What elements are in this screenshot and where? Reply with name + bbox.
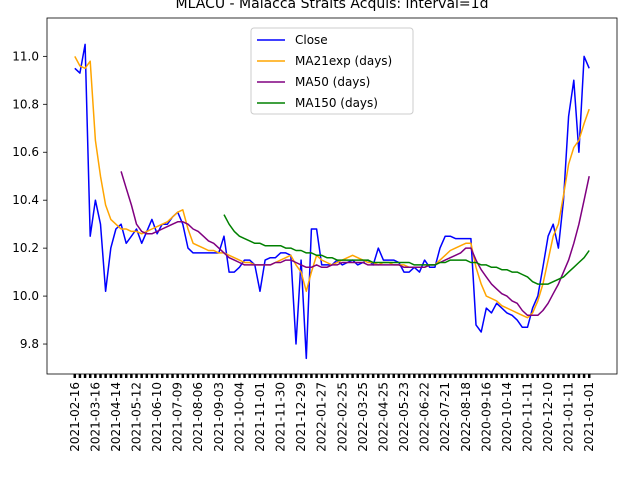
y-tick-label: 10.2 bbox=[12, 241, 39, 255]
y-tick-label: 9.8 bbox=[20, 337, 39, 351]
plot-frame bbox=[46, 17, 618, 375]
y-tick-label: 10.8 bbox=[12, 97, 39, 111]
y-tick-label: 11.0 bbox=[12, 49, 39, 63]
series-line bbox=[223, 214, 590, 285]
x-tick-label: 2021-08-06 bbox=[191, 382, 205, 452]
chart-title: MLACU - Malacca Straits Acquis: interval… bbox=[176, 0, 489, 12]
x-tick-label: 2022-01-27 bbox=[315, 382, 329, 452]
x-tick-label: 2021-06-10 bbox=[150, 382, 164, 452]
y-tick-label: 10.0 bbox=[12, 289, 39, 303]
x-tick-label: 2021-10-04 bbox=[232, 382, 246, 452]
legend-box bbox=[250, 27, 414, 115]
x-tick-label: 2021-11-01 bbox=[253, 382, 267, 452]
x-tick-label: 2022-07-21 bbox=[438, 382, 452, 452]
x-tick-label: 2021-12-29 bbox=[294, 382, 308, 452]
x-tick-label: 2021-11-30 bbox=[274, 382, 288, 452]
x-tick-label: 2021-07-09 bbox=[171, 382, 185, 452]
x-tick-label: 2022-04-25 bbox=[376, 382, 390, 452]
x-tick-label: 2021-01-11 bbox=[562, 382, 576, 452]
legend-label: MA50 (days) bbox=[295, 75, 370, 89]
x-tick-label: 2020-11-11 bbox=[520, 382, 534, 452]
x-tick-label: 2022-02-25 bbox=[335, 382, 349, 452]
x-tick-label: 2021-01-01 bbox=[582, 382, 596, 452]
x-tick-label: 2021-03-16 bbox=[88, 382, 102, 452]
x-tick-label: 2021-02-16 bbox=[68, 382, 82, 452]
y-tick-label: 10.6 bbox=[12, 145, 39, 159]
x-tick-label: 2022-05-23 bbox=[397, 382, 411, 452]
y-tick-label: 10.4 bbox=[12, 193, 39, 207]
legend-label: MA21exp (days) bbox=[295, 54, 392, 68]
legend: Close MA21exp (days) MA50 (days) MA150 (day… bbox=[250, 27, 414, 115]
series-line bbox=[120, 171, 590, 317]
x-tick-label: 2022-06-22 bbox=[418, 382, 432, 452]
legend-label: MA150 (days) bbox=[295, 96, 378, 110]
x-tick-label: 2020-09-16 bbox=[479, 382, 493, 452]
x-tick-label: 2020-10-14 bbox=[500, 382, 514, 452]
x-tick-label: 2022-03-25 bbox=[356, 382, 370, 452]
x-tick-label: 2021-04-14 bbox=[109, 382, 123, 452]
x-tick-label: 2022-08-18 bbox=[459, 382, 473, 452]
x-tick-label: 2021-09-03 bbox=[212, 382, 226, 452]
x-tick-label: 2021-05-12 bbox=[130, 382, 144, 452]
legend-label: Close bbox=[295, 33, 328, 47]
x-tick-label: 2020-12-10 bbox=[541, 382, 555, 452]
